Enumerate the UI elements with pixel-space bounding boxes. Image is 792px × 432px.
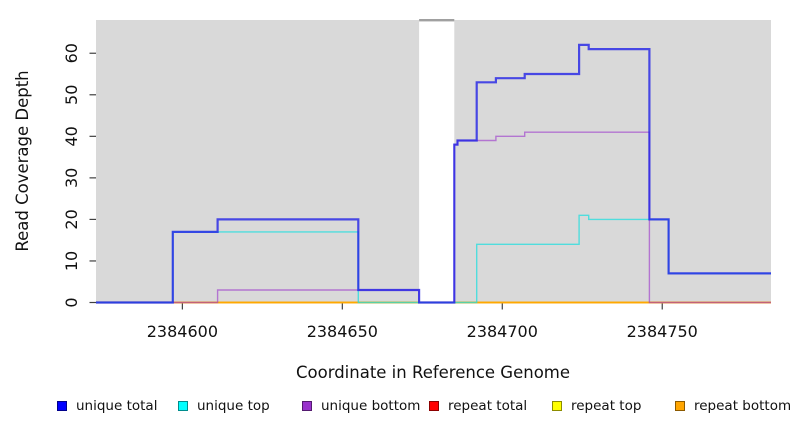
legend-swatch-icon (178, 401, 188, 411)
series-line-unique-total (96, 43, 771, 304)
legend-label: repeat top (571, 398, 642, 414)
legend-label: repeat total (448, 398, 528, 414)
y-tick-label: 20 (62, 209, 81, 229)
legend-item: repeat bottom (675, 396, 791, 416)
x-tick-label: 2384700 (467, 322, 538, 341)
legend-label: unique total (76, 398, 158, 414)
legend-item: unique top (178, 396, 270, 416)
legend-label: unique top (197, 398, 270, 414)
gap-band-cap (419, 19, 455, 22)
legend-item: unique total (57, 396, 157, 416)
x-axis-label: Coordinate in Reference Genome (296, 363, 570, 382)
legend-item: repeat total (429, 396, 527, 416)
x-tick-label: 2384600 (147, 322, 218, 341)
y-tick-label: 60 (62, 43, 81, 63)
y-tick-label: 40 (62, 126, 81, 146)
y-tick-label: 0 (62, 297, 81, 307)
legend-swatch-icon (552, 401, 562, 411)
y-tick-label: 30 (62, 168, 81, 188)
legend-label: unique bottom (321, 398, 421, 414)
legend: unique total unique top unique bottom repea… (0, 396, 792, 420)
legend-swatch-icon (302, 401, 312, 411)
coverage-gap-band (419, 19, 455, 304)
legend-swatch-icon (675, 401, 685, 411)
y-axis-label: Read Coverage Depth (13, 70, 32, 251)
legend-swatch-icon (57, 401, 67, 411)
legend-item: repeat top (552, 396, 641, 416)
legend-label: repeat bottom (694, 398, 792, 414)
y-tick-label: 50 (62, 85, 81, 105)
y-tick-label: 10 (62, 251, 81, 271)
x-tick-label: 2384750 (627, 322, 698, 341)
legend-item: unique bottom (302, 396, 420, 416)
legend-swatch-icon (429, 401, 439, 411)
x-tick-label: 2384650 (307, 322, 378, 341)
